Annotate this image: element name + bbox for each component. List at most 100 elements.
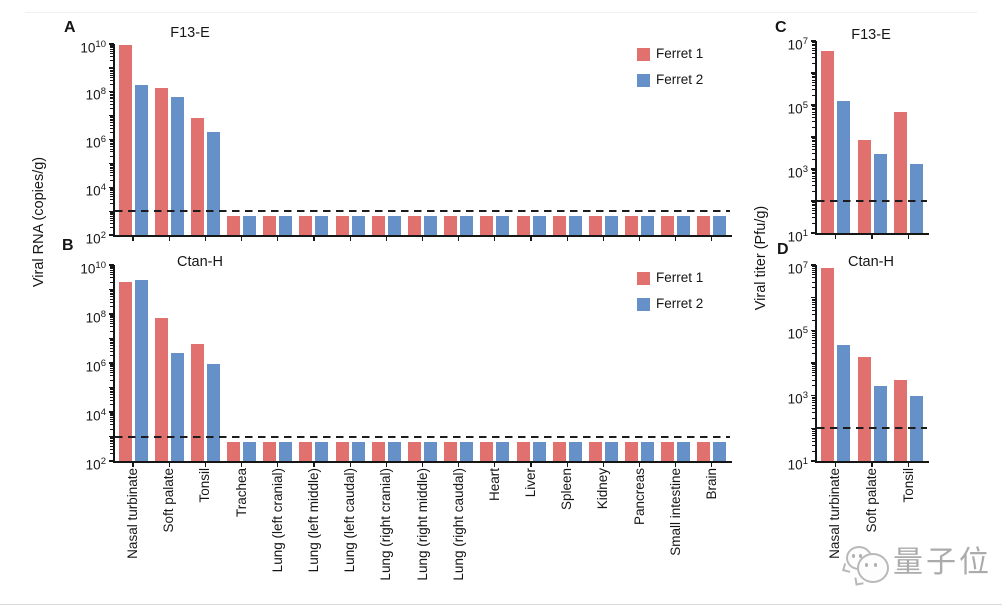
x-tick-label: Tonsil	[900, 468, 916, 503]
y-major-tick	[108, 264, 114, 266]
y-minor-tick	[110, 50, 114, 52]
y-minor-tick	[812, 45, 816, 47]
y-minor-tick	[812, 190, 816, 192]
x-tick-label: Kidney	[595, 468, 611, 510]
bar-ferret-1	[697, 216, 711, 235]
y-minor-tick	[812, 201, 816, 203]
y-minor-tick	[110, 350, 114, 352]
bar-ferret-2	[170, 97, 184, 235]
bar-ferret-2	[496, 441, 510, 461]
y-minor-tick	[110, 291, 114, 293]
y-minor-tick	[812, 367, 816, 369]
y-minor-tick	[110, 192, 114, 194]
detection-limit-line	[817, 200, 927, 202]
y-major-tick	[108, 234, 114, 236]
bar-ferret-2	[460, 216, 474, 235]
y-minor-tick	[110, 118, 114, 120]
y-minor-tick	[812, 307, 816, 308]
bar-ferret-1	[697, 441, 711, 461]
y-minor-tick	[110, 421, 114, 423]
y-minor-tick	[110, 141, 114, 143]
x-tick	[494, 236, 496, 242]
y-minor-tick	[110, 211, 114, 213]
y-tick-label: 105	[787, 324, 808, 342]
x-axis-line	[815, 233, 929, 235]
x-tick	[349, 462, 351, 468]
y-minor-tick	[812, 203, 816, 205]
y-minor-tick	[110, 379, 114, 381]
y-minor-tick	[812, 82, 816, 84]
y-minor-tick	[110, 127, 114, 129]
y-minor-tick	[812, 429, 816, 431]
y-minor-tick	[110, 196, 114, 198]
y-minor-tick	[110, 193, 114, 195]
y-minor-tick	[110, 296, 114, 298]
y-minor-tick	[812, 210, 816, 212]
y-axis-line	[113, 265, 115, 463]
y-minor-tick	[110, 48, 114, 50]
x-tick	[834, 234, 836, 240]
y-minor-tick	[110, 140, 114, 142]
x-tick-label: Lung (right caudal)	[450, 468, 466, 581]
bar-ferret-2	[873, 385, 887, 461]
x-tick-label: Lung (right cranial)	[378, 468, 394, 581]
y-minor-tick	[110, 317, 114, 319]
y-minor-tick	[812, 372, 816, 374]
x-tick	[530, 462, 532, 468]
bar-ferret-2	[351, 441, 365, 461]
y-minor-tick	[110, 214, 114, 216]
y-tick-label: 107	[787, 35, 808, 52]
bar-ferret-2	[243, 441, 257, 461]
y-minor-tick	[110, 227, 114, 229]
y-major-tick	[108, 210, 114, 212]
y-minor-tick	[110, 68, 114, 70]
y-tick-label: 103	[787, 163, 808, 180]
panel-letter: D	[777, 241, 789, 258]
y-axis-label-left: Viral RNA (copies/g)	[31, 156, 47, 288]
y-minor-tick	[812, 173, 816, 175]
bar-ferret-1	[444, 441, 458, 461]
x-tick-label: Lung (right middle)	[414, 468, 430, 581]
panel-title: F13-E	[851, 27, 891, 43]
x-tick-label: Brain	[703, 468, 719, 500]
y-minor-tick	[812, 265, 816, 267]
y-minor-tick	[110, 144, 114, 146]
y-minor-tick	[110, 122, 114, 124]
y-tick-label: 104	[85, 406, 106, 423]
x-tick	[566, 236, 568, 242]
y-minor-tick	[110, 94, 114, 96]
y-minor-tick	[110, 396, 114, 398]
bar-ferret-2	[568, 216, 582, 235]
y-major-tick	[108, 67, 114, 69]
y-major-tick	[108, 288, 114, 291]
bar-ferret-2	[134, 279, 148, 461]
bar-ferret-1	[371, 216, 385, 235]
bar-ferret-1	[227, 216, 241, 235]
x-tick	[834, 462, 836, 468]
bar-ferret-2	[279, 441, 293, 461]
y-tick-label: 1010	[80, 38, 106, 55]
x-tick	[638, 462, 641, 468]
y-minor-tick	[110, 142, 114, 144]
y-minor-tick	[110, 217, 114, 219]
x-tick	[168, 236, 170, 242]
y-major-tick	[810, 232, 816, 234]
y-minor-tick	[110, 392, 114, 394]
y-minor-tick	[110, 341, 114, 343]
bar-ferret-2	[170, 353, 184, 461]
y-minor-tick	[812, 267, 816, 269]
bar-ferret-1	[263, 216, 277, 235]
y-minor-tick	[812, 181, 816, 183]
bar-ferret-1	[588, 441, 602, 461]
y-minor-tick	[110, 326, 114, 328]
y-minor-tick	[110, 394, 114, 396]
y-major-tick	[108, 337, 114, 340]
y-minor-tick	[110, 172, 114, 174]
y-minor-tick	[110, 438, 114, 440]
y-minor-tick	[812, 352, 816, 354]
y-minor-tick	[110, 439, 114, 441]
y-minor-tick	[812, 158, 816, 160]
y-minor-tick	[812, 319, 816, 321]
bar-ferret-1	[335, 216, 349, 235]
y-minor-tick	[110, 148, 114, 150]
